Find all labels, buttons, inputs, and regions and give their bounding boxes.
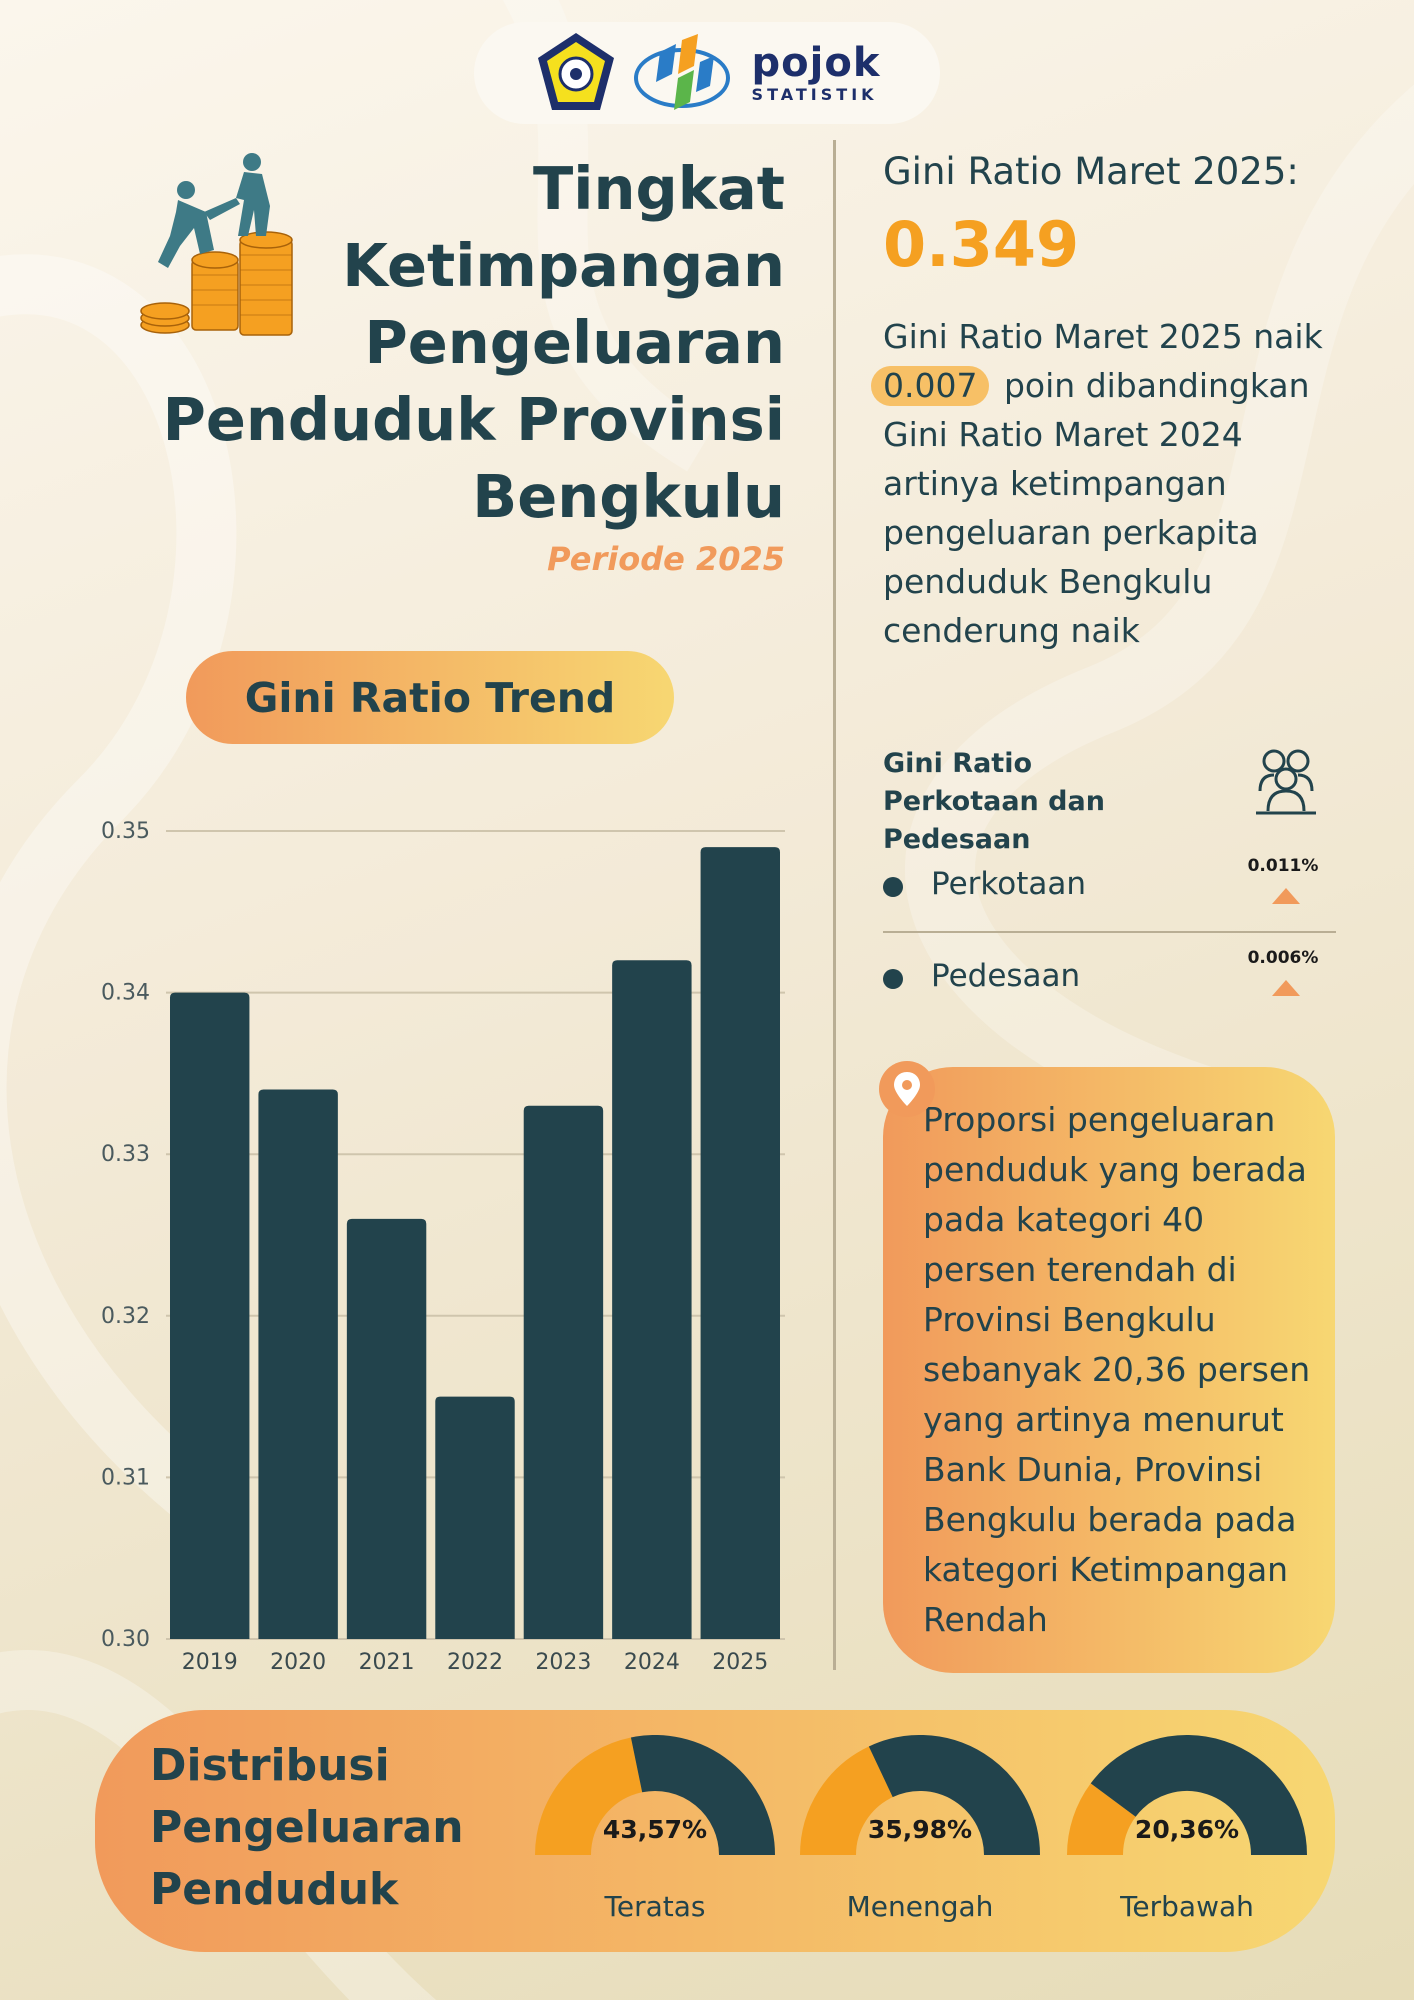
gauge-rest-arc [630, 1735, 775, 1857]
x-tick-label: 2023 [535, 1650, 591, 1675]
coins-people-illustration [140, 153, 293, 336]
bullet-dot [883, 969, 903, 989]
bps-logo-icon [633, 34, 730, 110]
x-tick-label: 2019 [182, 1650, 238, 1675]
bar-2025 [700, 847, 780, 1639]
row-label: Pedesaan [931, 958, 1081, 994]
location-pin-icon [879, 1061, 935, 1117]
logo-bar: pojok STATISTIK [474, 22, 940, 124]
trend-up-icon [1272, 888, 1300, 904]
brand-sub: STATISTIK [751, 85, 878, 104]
title-line: Ketimpangan [342, 231, 785, 300]
urban-row: Perkotaan 0.011% [883, 856, 1333, 912]
x-tick-label: 2024 [624, 1650, 680, 1675]
title-line: Tingkat [533, 154, 785, 223]
x-tick-label: 2022 [447, 1650, 503, 1675]
y-tick-label: 0.30 [101, 1627, 150, 1652]
callout-box: Proporsi pengeluaran penduduk yang berad… [883, 1067, 1335, 1673]
row-label: Perkotaan [931, 866, 1087, 902]
title-line: Bengkulu [472, 462, 785, 531]
row-value: 0.006% [1247, 948, 1319, 968]
x-tick-label: 2020 [270, 1650, 326, 1675]
brand-word: pojok [751, 40, 881, 86]
desc-before: Gini Ratio Maret 2025 naik [883, 317, 1323, 356]
gauge-terbawah: 20,36% Terbawah [1062, 1735, 1312, 1935]
trend-pill: Gini Ratio Trend [186, 651, 674, 744]
dist-title-line: Penduduk [150, 1864, 399, 1915]
gauge-fill-arc [800, 1746, 894, 1857]
people-group-icon [1256, 749, 1316, 815]
title-line: Penduduk Provinsi [162, 385, 785, 454]
gauge-label: Menengah [846, 1890, 994, 1923]
urban-rural-title: Gini Ratio Perkotaan dan Pedesaan [883, 748, 1105, 855]
highlight-value: 0.007 [871, 366, 990, 406]
bar-2022 [435, 1396, 515, 1639]
gauge-fill-arc [535, 1737, 644, 1857]
y-tick-label: 0.31 [101, 1465, 150, 1490]
y-tick-label: 0.33 [101, 1142, 150, 1167]
bar-2019 [170, 992, 250, 1639]
pojok-statistik-logo: pojok STATISTIK [752, 43, 881, 103]
bar-2023 [523, 1105, 604, 1639]
x-tick-label: 2025 [712, 1650, 768, 1675]
distribution-band: Distribusi Pengeluaran Penduduk 43,57% T… [95, 1710, 1335, 1952]
y-tick-label: 0.35 [101, 819, 150, 844]
gini-description: Gini Ratio Maret 2025 naik 0.007 poin di… [871, 312, 1353, 655]
gini-heading: Gini Ratio Maret 2025: [883, 150, 1299, 193]
periode-label: Periode 2025 [547, 540, 785, 578]
dist-title-line: Pengeluaran [150, 1802, 464, 1853]
vertical-divider [833, 140, 836, 1670]
bullet-dot [883, 877, 903, 897]
bar-2021 [346, 1218, 427, 1639]
gauge-rest-arc [1090, 1735, 1307, 1857]
gini-value: 0.349 [883, 208, 1080, 281]
dist-title-line: Distribusi [150, 1740, 390, 1791]
bar-2024 [612, 960, 692, 1639]
provincial-emblem-icon [537, 33, 614, 110]
gauge-teratas: 43,57% Teratas [530, 1735, 780, 1935]
gauge-label: Teratas [604, 1890, 706, 1923]
row-value: 0.011% [1247, 856, 1319, 876]
gini-trend-chart: 0.30 0.31 0.32 0.33 0.34 0.35 2019 2020 2021 2022… [101, 819, 785, 1675]
desc-after: poin dibandingkan Gini Ratio Maret 2024 … [883, 366, 1310, 650]
callout-text: Proporsi pengeluaran penduduk yang berad… [923, 1100, 1311, 1639]
page-title: Tingkat Ketimpangan Pengeluaran Penduduk… [120, 150, 785, 535]
row-separator [883, 931, 1336, 933]
y-tick-label: 0.34 [101, 981, 150, 1006]
rural-row: Pedesaan 0.006% [883, 948, 1333, 1004]
y-tick-label: 0.32 [101, 1304, 150, 1329]
distribution-title: Distribusi Pengeluaran Penduduk [150, 1735, 510, 1921]
gauge-value: 43,57% [602, 1815, 708, 1844]
gauge-rest-arc [868, 1735, 1040, 1857]
gauge-label: Terbawah [1120, 1890, 1254, 1923]
gauge-value: 20,36% [1134, 1815, 1240, 1844]
gauge-value: 35,98% [867, 1815, 973, 1844]
gauge-fill-arc [1067, 1783, 1137, 1857]
gauge-menengah: 35,98% Menengah [795, 1735, 1045, 1935]
trend-up-icon [1272, 980, 1300, 996]
title-line: Pengeluaran [364, 308, 785, 377]
x-tick-label: 2021 [359, 1650, 415, 1675]
bar-2020 [258, 1089, 338, 1639]
